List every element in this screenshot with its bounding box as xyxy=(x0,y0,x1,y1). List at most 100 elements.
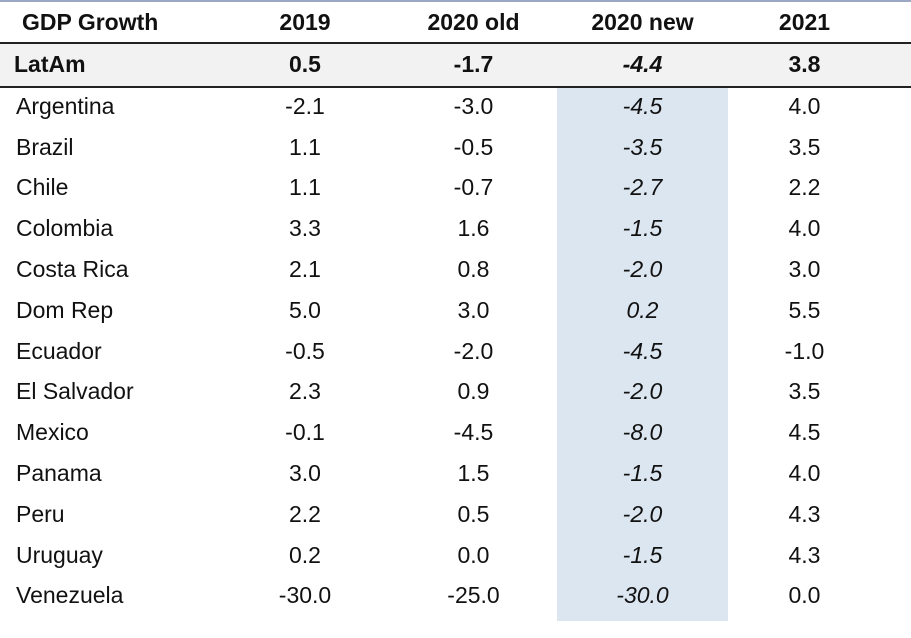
value-cell: -8.0 xyxy=(622,419,663,446)
value-cell: -0.1 xyxy=(285,419,325,446)
value-cell: 0.0 xyxy=(457,541,490,568)
table-row: Ecuador -0.5 -2.0 -4.5 -1.0 xyxy=(0,331,911,372)
value-cell: 0.8 xyxy=(457,256,490,283)
spacer-cell xyxy=(881,494,911,535)
value-cell: 3.5 xyxy=(788,378,821,405)
value-cell: 1.1 xyxy=(289,133,321,160)
footnote-clipped xyxy=(0,626,911,638)
table-row: Colombia 3.3 1.6 -1.5 4.0 xyxy=(0,208,911,249)
column-header: GDP Growth xyxy=(22,8,159,35)
value-cell: -1.7 xyxy=(453,50,494,77)
value-cell: 1.5 xyxy=(457,460,490,487)
row-label: Argentina xyxy=(16,92,115,119)
value-cell: 3.3 xyxy=(289,215,321,242)
row-label: Colombia xyxy=(16,215,114,242)
value-cell: -2.0 xyxy=(622,500,663,527)
row-label: Chile xyxy=(16,174,69,201)
value-cell: 2.2 xyxy=(788,174,821,201)
value-cell: 0.5 xyxy=(457,500,490,527)
value-cell: -2.7 xyxy=(622,174,663,201)
value-cell: -4.5 xyxy=(453,419,494,446)
value-cell: -0.7 xyxy=(453,174,494,201)
table-row: Argentina -2.1 -3.0 -4.5 4.0 xyxy=(0,86,911,127)
value-cell: 0.0 xyxy=(788,582,821,609)
value-cell: -30.0 xyxy=(616,582,669,609)
row-label: Uruguay xyxy=(16,541,103,568)
value-cell: -0.5 xyxy=(285,337,325,364)
value-cell: -1.5 xyxy=(622,541,663,568)
value-cell: 0.9 xyxy=(457,378,490,405)
spacer-cell xyxy=(881,168,911,209)
spacer-cell xyxy=(881,535,911,576)
spacer-cell xyxy=(881,2,911,42)
spacer-cell xyxy=(881,208,911,249)
spacer-cell xyxy=(881,127,911,168)
spacer-cell xyxy=(881,42,911,86)
row-label: El Salvador xyxy=(16,378,134,405)
summary-rule xyxy=(0,86,911,88)
value-cell: 3.8 xyxy=(788,50,821,77)
column-header: 2020 new xyxy=(591,8,694,35)
spacer-cell xyxy=(881,331,911,372)
table-row: Peru 2.2 0.5 -2.0 4.3 xyxy=(0,494,911,535)
spacer-cell xyxy=(881,576,911,617)
row-label: Venezuela xyxy=(16,582,124,609)
table-row: Panama 3.0 1.5 -1.5 4.0 xyxy=(0,453,911,494)
value-cell: 1.6 xyxy=(457,215,490,242)
value-cell: -1.5 xyxy=(622,460,663,487)
value-cell: -1.0 xyxy=(784,337,825,364)
row-label: Dom Rep xyxy=(16,296,114,323)
table-row: Chile 1.1 -0.7 -2.7 2.2 xyxy=(0,168,911,209)
value-cell: -0.5 xyxy=(453,133,494,160)
column-header: 2019 xyxy=(279,8,331,35)
value-cell: 4.0 xyxy=(788,215,821,242)
value-cell: 3.0 xyxy=(289,460,321,487)
value-cell: 2.3 xyxy=(289,378,321,405)
value-cell: -4.5 xyxy=(622,92,663,119)
value-cell: 3.5 xyxy=(788,133,821,160)
spacer-cell xyxy=(881,290,911,331)
table-row: Uruguay 0.2 0.0 -1.5 4.3 xyxy=(0,535,911,576)
value-cell: -30.0 xyxy=(278,582,332,609)
footnote-text xyxy=(90,626,260,638)
value-cell: -2.0 xyxy=(622,378,663,405)
value-cell: -2.0 xyxy=(453,337,494,364)
table-row: Dom Rep 5.0 3.0 0.2 5.5 xyxy=(0,290,911,331)
table-row: Venezuela -30.0 -25.0 -30.0 0.0 xyxy=(0,576,911,617)
value-cell: 1.1 xyxy=(289,174,321,201)
value-cell: 3.0 xyxy=(788,256,821,283)
row-label: Costa Rica xyxy=(16,256,129,283)
value-cell: 3.0 xyxy=(457,296,490,323)
row-label: Ecuador xyxy=(16,337,102,364)
value-cell: -1.5 xyxy=(622,215,663,242)
value-cell: 4.0 xyxy=(788,92,821,119)
header-rule xyxy=(0,42,911,44)
spacer-cell xyxy=(881,453,911,494)
row-label: Peru xyxy=(16,500,65,527)
spacer-cell xyxy=(881,249,911,290)
table-row: Costa Rica 2.1 0.8 -2.0 3.0 xyxy=(0,249,911,290)
spacer-cell xyxy=(881,372,911,413)
table-row: Mexico -0.1 -4.5 -8.0 4.5 xyxy=(0,412,911,453)
table-row: El Salvador 2.3 0.9 -2.0 3.5 xyxy=(0,372,911,413)
value-cell: 5.5 xyxy=(788,296,821,323)
value-cell: -3.0 xyxy=(453,92,494,119)
value-cell: 4.0 xyxy=(788,460,821,487)
value-cell: 2.2 xyxy=(289,500,321,527)
row-label: Mexico xyxy=(16,419,89,446)
row-label: Panama xyxy=(16,460,102,487)
column-header: 2021 xyxy=(778,8,831,35)
highlight-column-shading xyxy=(557,88,728,621)
value-cell: -2.0 xyxy=(622,256,663,283)
summary-row: LatAm 0.5 -1.7 -4.4 3.8 xyxy=(0,42,911,86)
value-cell: 0.2 xyxy=(626,296,659,323)
value-cell: 2.1 xyxy=(289,256,321,283)
gdp-growth-table: GDP Growth 2019 2020 old 2020 new 2021 L… xyxy=(0,2,911,616)
value-cell: -4.5 xyxy=(622,337,663,364)
value-cell: 0.2 xyxy=(289,541,321,568)
summary-row-background xyxy=(0,44,911,86)
value-cell: 5.0 xyxy=(289,296,321,323)
table-row: Brazil 1.1 -0.5 -3.5 3.5 xyxy=(0,127,911,168)
value-cell: 4.3 xyxy=(788,500,821,527)
value-cell: 4.3 xyxy=(788,541,821,568)
